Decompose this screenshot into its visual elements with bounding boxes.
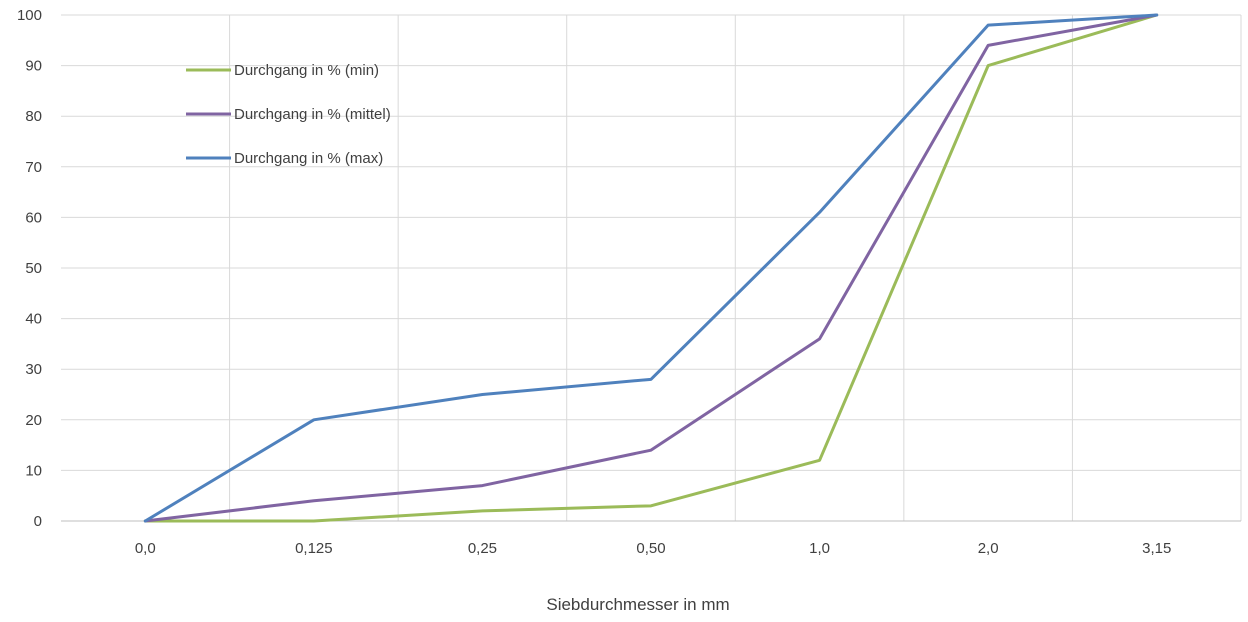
y-tick-label: 100	[17, 7, 42, 24]
x-tick-label: 0,25	[468, 540, 497, 557]
x-tick-label: 3,15	[1142, 540, 1171, 557]
legend-label: Durchgang in % (mittel)	[234, 106, 391, 123]
series-lines	[143, 13, 1159, 523]
x-tick-label: 2,0	[978, 540, 999, 557]
legend: Durchgang in % (min) Durchgang in % (mitt…	[186, 62, 391, 167]
y-tick-label: 30	[25, 361, 42, 378]
y-tick-label: 50	[25, 260, 42, 277]
y-tick-label: 70	[25, 159, 42, 176]
x-tick-label: 0,0	[135, 540, 156, 557]
y-tick-label: 20	[25, 412, 42, 429]
legend-label: Durchgang in % (min)	[234, 62, 379, 79]
axes: 0 10 20 30 40 50 60 70 80 90 100 0,0 0,125 0,25 0,50 1,…	[17, 7, 1241, 557]
y-tick-label: 40	[25, 311, 42, 328]
y-tick-label: 0	[34, 513, 42, 530]
y-tick-label: 10	[25, 462, 42, 479]
legend-label: Durchgang in % (max)	[234, 150, 383, 167]
x-tick-label: 0,50	[636, 540, 665, 557]
series-line-2	[143, 13, 1159, 523]
x-tick-label: 1,0	[809, 540, 830, 557]
x-tick-label: 0,125	[295, 540, 333, 557]
y-tick-label: 60	[25, 209, 42, 226]
y-tick-label: 90	[25, 58, 42, 75]
x-axis-title: Siebdurchmesser in mm	[546, 595, 729, 614]
series-line-3	[143, 13, 1159, 523]
series-line-1	[143, 13, 1159, 523]
y-tick-label: 80	[25, 108, 42, 125]
grid	[61, 14, 1242, 521]
